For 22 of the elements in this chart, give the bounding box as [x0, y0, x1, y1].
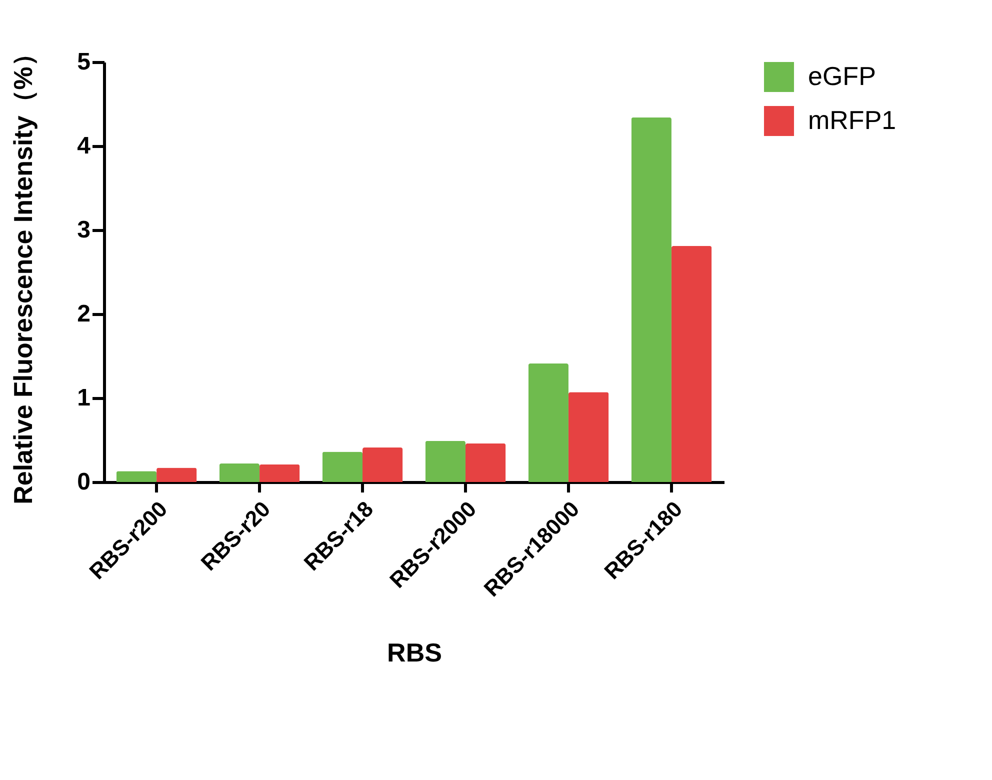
- bar: [528, 364, 568, 482]
- bar: [156, 468, 197, 482]
- y-axis-title: Relative Fluorescence Intensity（%）: [8, 40, 38, 504]
- bar: [116, 471, 157, 482]
- bar: [671, 246, 712, 482]
- y-tick-label: 5: [77, 48, 90, 76]
- bar: [631, 117, 672, 482]
- bar: [260, 464, 300, 482]
- y-tick-label: 1: [77, 384, 90, 412]
- bar: [322, 452, 363, 482]
- bar: [362, 448, 403, 482]
- x-axis-title: RBS: [387, 638, 442, 668]
- legend-label: eGFP: [808, 61, 876, 91]
- bar: [568, 392, 609, 482]
- bar: [465, 443, 506, 482]
- y-tick-label: 0: [77, 468, 90, 496]
- legend-label: mRFP1: [808, 105, 896, 135]
- y-tick-label: 4: [77, 132, 92, 160]
- y-tick-label: 3: [77, 216, 90, 244]
- y-tick-label: 2: [77, 300, 90, 328]
- bar: [425, 440, 466, 482]
- bar: [219, 464, 260, 482]
